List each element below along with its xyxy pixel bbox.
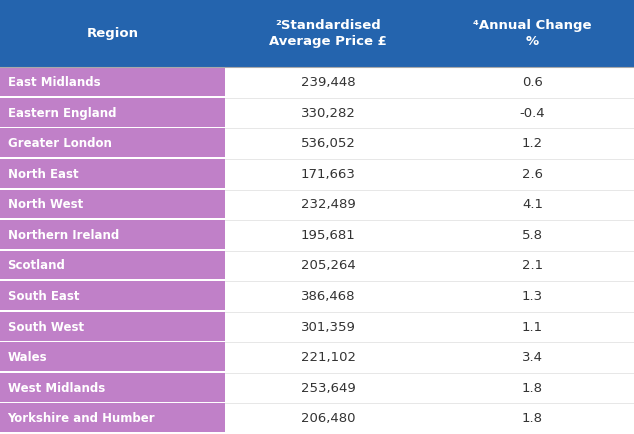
Bar — [0, 281, 634, 312]
Text: Eastern England: Eastern England — [8, 107, 116, 120]
Bar — [0, 373, 634, 404]
Text: Yorkshire and Humber: Yorkshire and Humber — [8, 412, 155, 425]
Text: 205,264: 205,264 — [301, 260, 356, 273]
Bar — [0, 220, 634, 251]
Text: North West: North West — [8, 198, 83, 211]
Bar — [0, 0, 634, 67]
Text: Northern Ireland: Northern Ireland — [8, 229, 119, 242]
Bar — [0, 67, 634, 98]
Text: ⁴Annual Change
%: ⁴Annual Change % — [474, 19, 592, 48]
Text: Region: Region — [86, 27, 139, 40]
Bar — [0, 404, 634, 434]
Text: 301,359: 301,359 — [301, 321, 356, 334]
Text: 1.8: 1.8 — [522, 412, 543, 425]
Bar — [0, 251, 634, 281]
Text: 3.4: 3.4 — [522, 351, 543, 364]
Text: 1.1: 1.1 — [522, 321, 543, 334]
Text: ²Standardised
Average Price £: ²Standardised Average Price £ — [269, 19, 387, 48]
Bar — [0, 190, 634, 220]
Text: 239,448: 239,448 — [301, 76, 356, 89]
Text: North East: North East — [8, 168, 78, 181]
Bar — [0, 373, 225, 402]
Bar — [0, 312, 225, 341]
Bar — [0, 98, 634, 128]
Text: 536,052: 536,052 — [301, 137, 356, 150]
Text: 4.1: 4.1 — [522, 198, 543, 211]
Text: 5.8: 5.8 — [522, 229, 543, 242]
Bar — [0, 159, 634, 190]
Text: 253,649: 253,649 — [301, 381, 356, 395]
Text: -0.4: -0.4 — [520, 107, 545, 120]
Text: East Midlands: East Midlands — [8, 76, 100, 89]
Bar — [0, 128, 634, 159]
Bar — [0, 342, 634, 373]
Bar — [0, 98, 225, 127]
Text: 1.8: 1.8 — [522, 381, 543, 395]
Text: 330,282: 330,282 — [301, 107, 356, 120]
Bar — [0, 281, 225, 310]
Text: Scotland: Scotland — [8, 260, 65, 273]
Text: Greater London: Greater London — [8, 137, 112, 150]
Text: 1.3: 1.3 — [522, 290, 543, 303]
Text: South East: South East — [8, 290, 79, 303]
Text: 232,489: 232,489 — [301, 198, 356, 211]
Text: 206,480: 206,480 — [301, 412, 355, 425]
Bar — [0, 312, 634, 342]
Text: Wales: Wales — [8, 351, 48, 364]
Text: 2.1: 2.1 — [522, 260, 543, 273]
Bar — [0, 404, 225, 432]
Text: 195,681: 195,681 — [301, 229, 356, 242]
Bar — [0, 67, 225, 96]
Text: 386,468: 386,468 — [301, 290, 355, 303]
Bar — [0, 159, 225, 188]
Text: 2.6: 2.6 — [522, 168, 543, 181]
Bar — [0, 190, 225, 218]
Bar — [0, 250, 225, 279]
Bar — [0, 220, 225, 249]
Bar — [0, 128, 225, 157]
Text: 171,663: 171,663 — [301, 168, 356, 181]
Text: West Midlands: West Midlands — [8, 381, 105, 395]
Text: 1.2: 1.2 — [522, 137, 543, 150]
Text: 221,102: 221,102 — [301, 351, 356, 364]
Text: South West: South West — [8, 321, 84, 334]
Bar — [0, 342, 225, 371]
Text: 0.6: 0.6 — [522, 76, 543, 89]
